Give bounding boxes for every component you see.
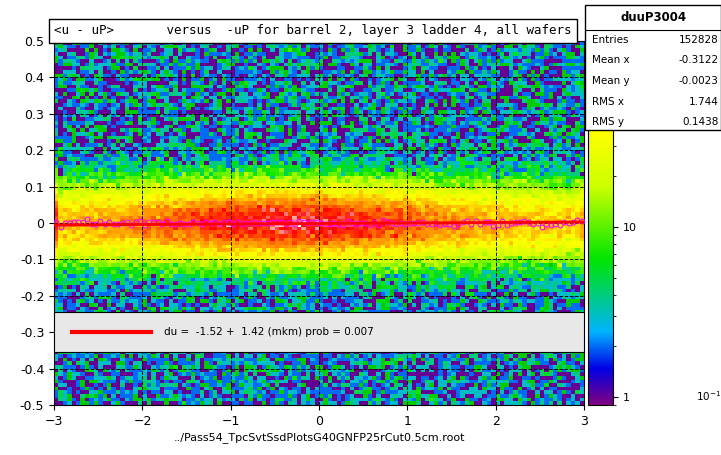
Text: Mean x: Mean x [592,55,630,65]
Text: <u - uP>       versus  -uP for barrel 2, layer 3 ladder 4, all wafers: <u - uP> versus -uP for barrel 2, layer … [54,24,572,37]
FancyBboxPatch shape [585,5,721,130]
Bar [54,312,584,352]
Text: duuP3004: duuP3004 [620,11,686,24]
Text: Entries: Entries [592,35,629,45]
Text: du =  -1.52 +  1.42 (mkm) prob = 0.007: du = -1.52 + 1.42 (mkm) prob = 0.007 [164,327,374,337]
Text: 152828: 152828 [678,35,718,45]
Text: RMS y: RMS y [592,117,624,127]
Text: 1.744: 1.744 [689,96,718,106]
Text: 0.1438: 0.1438 [682,117,718,127]
Text: Mean y: Mean y [592,76,630,86]
Text: -0.3122: -0.3122 [678,55,718,65]
Text: $10^{-1}$: $10^{-1}$ [696,389,721,403]
Text: RMS x: RMS x [592,96,624,106]
X-axis label: ../Pass54_TpcSvtSsdPlotsG40GNFP25rCut0.5cm.root: ../Pass54_TpcSvtSsdPlotsG40GNFP25rCut0.5… [173,432,465,443]
Text: -0.0023: -0.0023 [678,76,718,86]
